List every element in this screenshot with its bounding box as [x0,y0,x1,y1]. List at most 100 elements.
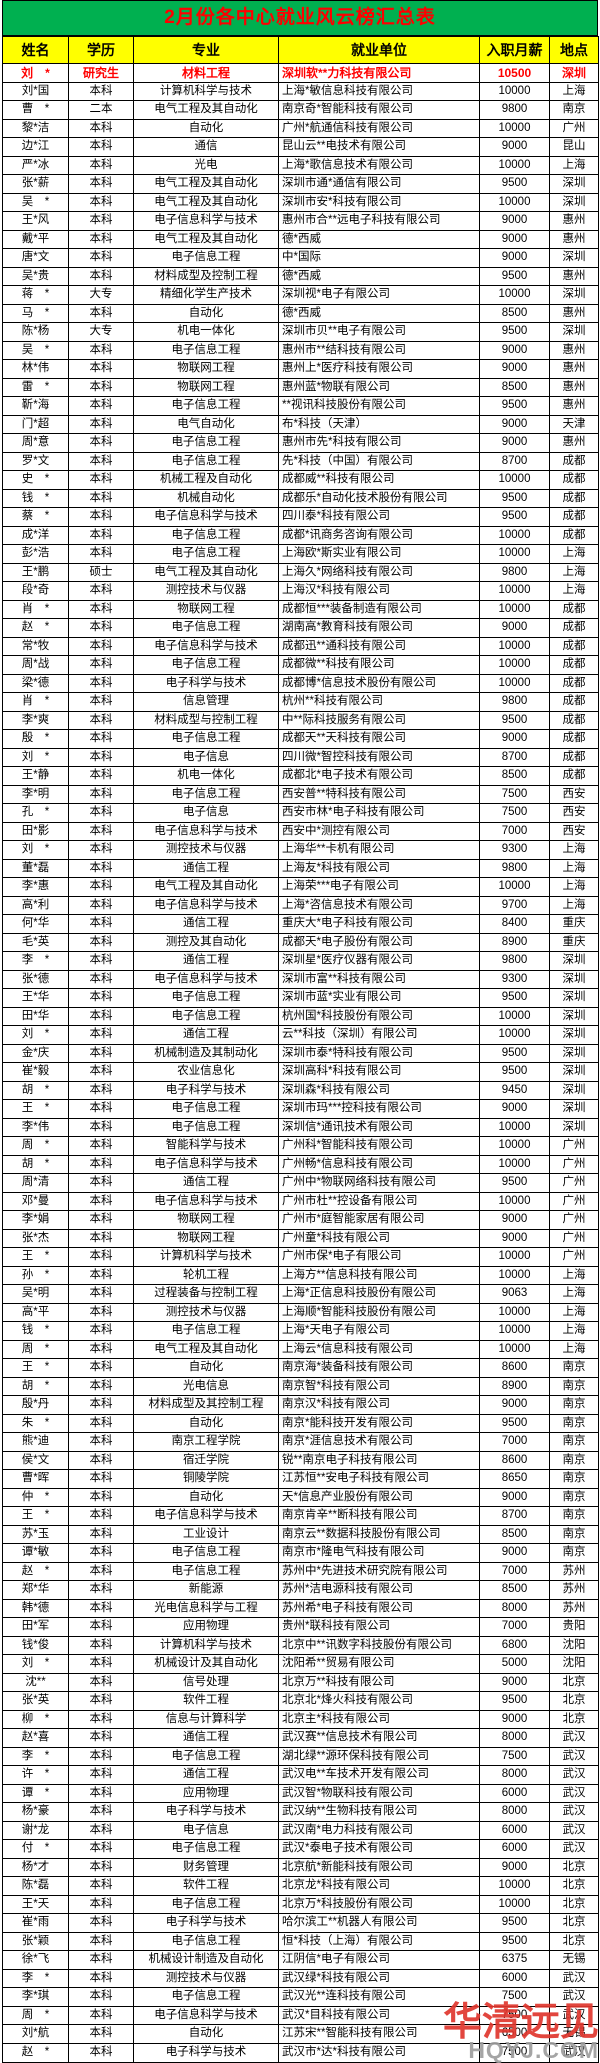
cell-company: 南京肯辛**断科技有限公司 [278,1506,480,1526]
cell-education: 二本 [68,100,134,120]
cell-location: 上海 [549,1321,599,1341]
cell-name: 常*牧 [2,636,69,656]
cell-location: 广州 [549,1136,599,1156]
cell-salary: 9700 [479,895,550,915]
table-row: 雷 * 本科 物联网工程 惠州蓝*物联有限公司 8500 惠州 [2,377,599,397]
cell-location: 深圳 [549,1025,599,1045]
cell-salary: 7500 [479,1746,550,1766]
table-row: 彭*浩 本科 电子信息工程 上海欧*斯实业有限公司 10000 上海 [2,544,599,564]
cell-location: 武汉 [549,1987,599,2007]
cell-company: 成都威**科技有限公司 [278,470,480,490]
cell-major: 通信工程 [133,1728,279,1748]
cell-location: 惠州 [549,359,599,379]
cell-education: 本科 [68,655,134,675]
cell-company: 成都乐*自动化技术股份有限公司 [278,488,480,508]
cell-salary: 10000 [479,655,550,675]
cell-name: 徐*飞 [2,1950,69,1970]
cell-company: 南京智*科技有限公司 [278,1376,480,1396]
cell-name: 边*江 [2,137,69,157]
cell-name: 毛*英 [2,932,69,952]
cell-name: 李 * [2,951,69,971]
cell-education: 本科 [68,1728,134,1748]
cell-education: 本科 [68,81,134,101]
cell-name: 李 * [2,1746,69,1766]
cell-company: 成都天*电子股份有限公司 [278,932,480,952]
table-row: 曹*晖 本科 铜陵学院 江苏恒**安电子科技有限公司 8650 南京 [2,1469,599,1489]
cell-company: 南京*能科技开发有限公司 [278,1413,480,1433]
cell-location: 西安 [549,803,599,823]
cell-education: 本科 [68,766,134,786]
cell-education: 本科 [68,1561,134,1581]
cell-name: 周 * [2,1339,69,1359]
cell-education: 本科 [68,1339,134,1359]
cell-company: 南京云**数据科技股份有限公司 [278,1524,480,1544]
cell-education: 本科 [68,174,134,194]
cell-major: 测控技术与仪器 [133,840,279,860]
cell-major: 电子信息工程 [133,396,279,416]
cell-major: 铜陵学院 [133,1469,279,1489]
cell-education: 本科 [68,1006,134,1026]
cell-company: 成都迅**通科技有限公司 [278,636,480,656]
cell-salary: 8500 [479,377,550,397]
table-row: 周 * 本科 电气工程及其自动化 上海云*信息科技有限公司 10000 上海 [2,1339,599,1359]
cell-name: 唐*文 [2,248,69,268]
cell-education: 本科 [68,747,134,767]
cell-education: 本科 [68,2042,134,2063]
cell-salary: 7500 [479,803,550,823]
table-row: 吴*贵 本科 材料成型及控制工程 德*西威 9500 惠州 [2,266,599,286]
employment-table: 姓名 学历 专业 就业单位 入职月薪 地点 刘 * 研究生 材料工程 深圳软**力科技… [2,36,599,2063]
cell-major: 自动化 [133,1487,279,1507]
table-row: 王*鹏 硕士 电气工程及其自动化 上海久*网络科技有限公司 9800 上海 [2,562,599,582]
table-row: 李 * 本科 测控技术与仪器 武汉绿*科技有限公司 6000 武汉 [2,1968,599,1988]
cell-company: 武汉电**车技术开发有限公司 [278,1765,480,1785]
cell-education: 本科 [68,673,134,693]
cell-company: 北京中**讯数字科技股份有限公司 [278,1635,480,1655]
cell-education: 本科 [68,1987,134,2007]
cell-name: 周 * [2,2005,69,2025]
cell-salary: 7000 [479,1617,550,1637]
cell-major: 通信工程 [133,1025,279,1045]
cell-major: 电子信息工程 [133,340,279,360]
cell-name: 彭*浩 [2,544,69,564]
cell-location: 上海 [549,1339,599,1359]
cell-name: 谭*敏 [2,1543,69,1563]
cell-major: 电子信息工程 [133,1746,279,1766]
cell-salary: 9000 [479,1099,550,1119]
cell-major: 电子科学与技术 [133,673,279,693]
cell-company: 深圳森*科技有限公司 [278,1080,480,1100]
table-body: 刘 * 研究生 材料工程 深圳软**力科技有限公司 10500 深圳 刘*国 本科 计算机科学与… [2,63,599,2063]
column-header-name: 姓名 [2,36,69,64]
cell-location: 南京 [549,1376,599,1396]
cell-salary: 9000 [479,618,550,638]
cell-location: 武汉 [549,1839,599,1859]
cell-location: 北京 [549,1672,599,1692]
cell-name: 戴*平 [2,229,69,249]
cell-location: 苏州 [549,1561,599,1581]
cell-name: 王*鹏 [2,562,69,582]
column-header-salary: 入职月薪 [479,36,550,64]
cell-company: **视讯科技股份有限公司 [278,396,480,416]
cell-education: 本科 [68,1302,134,1322]
cell-salary: 10000 [479,1117,550,1137]
cell-name: 沈** [2,1672,69,1692]
cell-location: 南京 [549,1395,599,1415]
cell-location: 南京 [549,1487,599,1507]
cell-company: 四川泰*科技有限公司 [278,507,480,527]
cell-major: 电子信息工程 [133,655,279,675]
cell-company: 惠州市合**远电子科技有限公司 [278,211,480,231]
cell-name: 林*伟 [2,359,69,379]
cell-name: 黎*洁 [2,118,69,138]
cell-location: 惠州 [549,340,599,360]
table-row: 吴 * 本科 电气工程及其自动化 深圳市安*科技有限公司 10000 深圳 [2,192,599,212]
cell-major: 材料成型及其控制工程 [133,1395,279,1415]
cell-salary: 9000 [479,1709,550,1729]
cell-company: 北京航*新能科技有限公司 [278,1857,480,1877]
cell-name: 孔 * [2,803,69,823]
cell-education: 本科 [68,1635,134,1655]
cell-company: 沈阳希**贸易有限公司 [278,1654,480,1674]
cell-location: 广州 [549,1154,599,1174]
cell-location: 沈阳 [549,1654,599,1674]
cell-education: 本科 [68,1358,134,1378]
cell-location: 上海 [549,81,599,101]
cell-name: 王 * [2,1506,69,1526]
